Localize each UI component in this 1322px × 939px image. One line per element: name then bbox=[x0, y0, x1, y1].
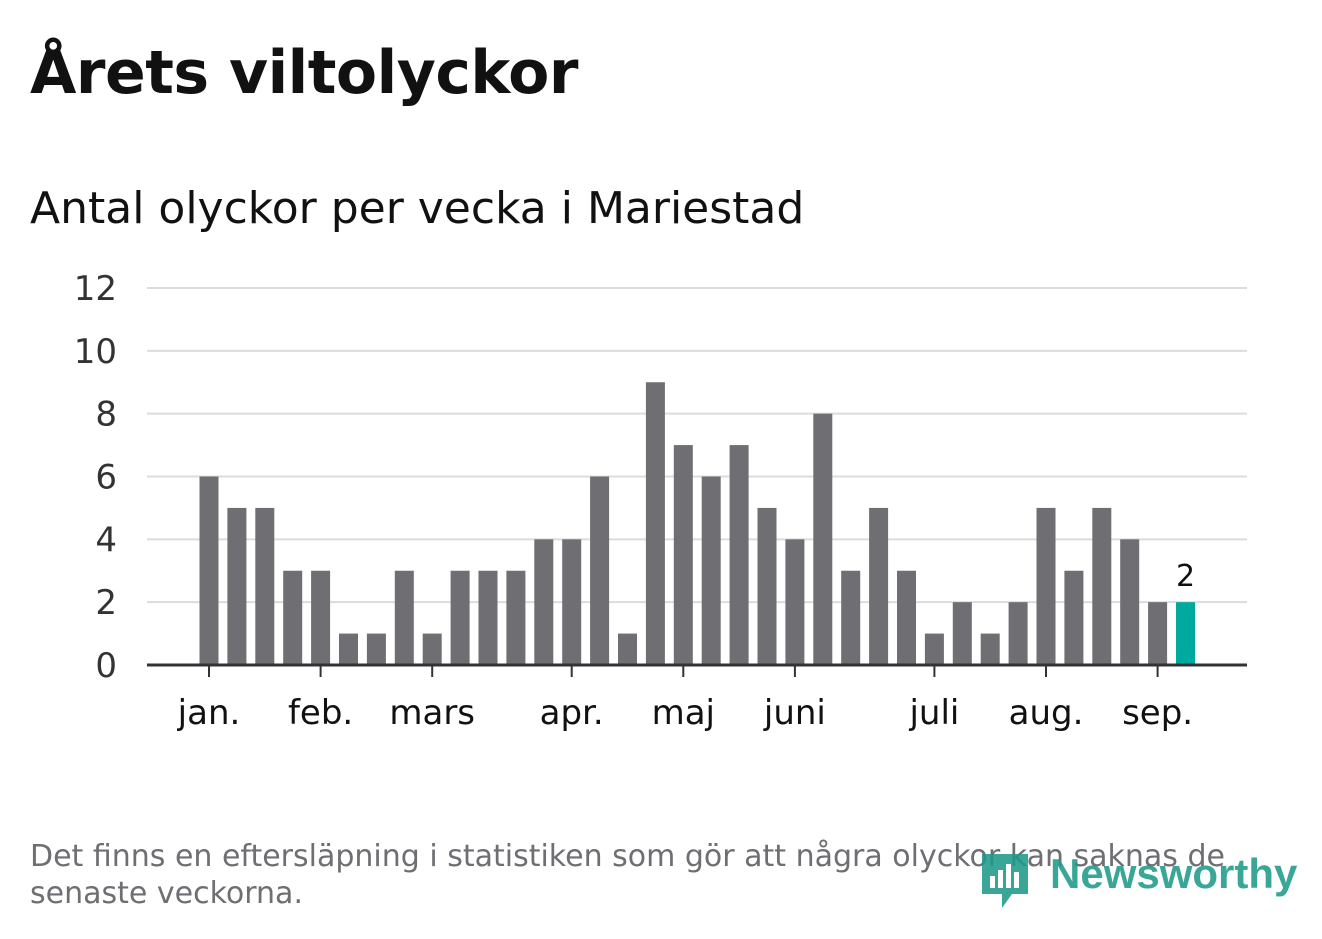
x-tick-label: juli bbox=[908, 693, 959, 733]
bar-chart: 0 2 4 6 8 10 12 jan. feb. mars apr. maj juni juli aug… bbox=[74, 269, 1247, 733]
x-tick-label: aug. bbox=[1009, 693, 1084, 733]
bar bbox=[227, 507, 247, 665]
y-tick-label: 2 bbox=[95, 583, 117, 623]
bar bbox=[757, 507, 777, 665]
bar bbox=[283, 570, 303, 665]
bar bbox=[311, 570, 331, 665]
bar bbox=[1120, 539, 1140, 665]
x-tick-label: sep. bbox=[1122, 693, 1193, 733]
x-tick-label: maj bbox=[652, 693, 715, 733]
y-axis-labels: 0 2 4 6 8 10 12 bbox=[74, 269, 117, 686]
x-tick-label: juni bbox=[763, 693, 826, 733]
bar bbox=[422, 633, 442, 665]
bar bbox=[701, 476, 721, 665]
x-tick-label: feb. bbox=[288, 693, 353, 733]
x-tick-label: apr. bbox=[540, 693, 604, 733]
bar bbox=[729, 445, 749, 665]
bar bbox=[562, 539, 582, 665]
y-tick-label: 12 bbox=[74, 269, 117, 309]
y-tick-label: 0 bbox=[95, 646, 117, 686]
y-tick-label: 6 bbox=[95, 458, 117, 498]
bar bbox=[450, 570, 470, 665]
x-tick-label: mars bbox=[389, 693, 475, 733]
bar bbox=[645, 382, 665, 665]
bar bbox=[366, 633, 386, 665]
bar bbox=[1092, 507, 1112, 665]
newsworthy-logo: Newsworthy bbox=[978, 848, 1298, 912]
bar bbox=[673, 445, 693, 665]
bar bbox=[980, 633, 1000, 665]
bar bbox=[478, 570, 498, 665]
y-tick-label: 4 bbox=[95, 520, 117, 560]
bar bbox=[506, 570, 526, 665]
bar bbox=[534, 539, 554, 665]
chart-title: Antal olyckor per vecka i Mariestad bbox=[30, 183, 805, 234]
bars bbox=[199, 382, 1195, 665]
bar bbox=[952, 602, 972, 665]
x-axis-labels: jan. feb. mars apr. maj juni juli aug. sep. bbox=[177, 693, 1193, 733]
bar bbox=[813, 413, 833, 665]
bar bbox=[618, 633, 637, 665]
bar bbox=[785, 539, 805, 665]
bar bbox=[590, 476, 610, 665]
annotations: 2 bbox=[1176, 559, 1195, 594]
bar bbox=[255, 507, 275, 665]
bar bbox=[1036, 507, 1056, 665]
bar bbox=[339, 633, 358, 665]
bar bbox=[199, 476, 219, 665]
bar bbox=[1064, 570, 1084, 665]
bar-highlight bbox=[1176, 602, 1195, 665]
bar bbox=[1148, 602, 1168, 665]
bar bbox=[1008, 602, 1028, 665]
y-tick-label: 10 bbox=[74, 332, 117, 372]
bar bbox=[394, 570, 414, 665]
bar bbox=[924, 633, 944, 665]
bar bbox=[869, 507, 889, 665]
bar bbox=[841, 570, 861, 665]
logo-text: Newsworthy bbox=[1050, 850, 1298, 897]
x-axis bbox=[147, 663, 1247, 677]
grid-lines bbox=[147, 287, 1247, 604]
y-tick-label: 8 bbox=[95, 395, 117, 435]
data-label-highlight: 2 bbox=[1176, 559, 1195, 594]
bar bbox=[897, 570, 916, 665]
x-tick-label: jan. bbox=[177, 693, 241, 733]
page-title: Årets viltolyckor bbox=[30, 38, 579, 108]
newsworthy-chart-icon bbox=[982, 854, 1028, 908]
